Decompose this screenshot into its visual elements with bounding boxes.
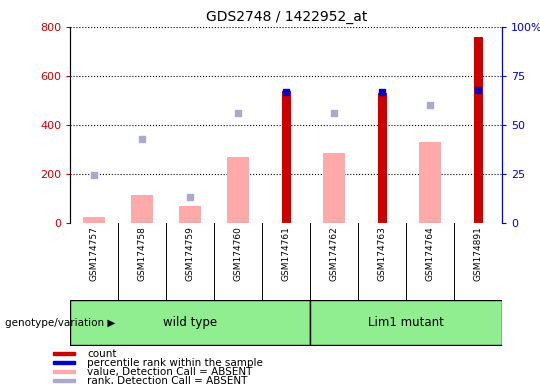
Point	[234, 109, 242, 116]
Text: GSM174757: GSM174757	[90, 227, 99, 281]
Title: GDS2748 / 1422952_at: GDS2748 / 1422952_at	[206, 10, 367, 25]
Text: count: count	[87, 349, 117, 359]
Bar	[131, 195, 153, 223]
Bar	[53, 352, 75, 355]
Text: GSM174761: GSM174761	[282, 227, 291, 281]
Point	[330, 109, 339, 116]
Bar	[53, 361, 75, 364]
Point	[186, 194, 194, 200]
Bar	[179, 205, 201, 223]
Text: genotype/variation ▶: genotype/variation ▶	[5, 318, 116, 328]
Bar	[310, 300, 502, 345]
Bar	[70, 300, 310, 345]
Text: rank, Detection Call = ABSENT: rank, Detection Call = ABSENT	[87, 376, 247, 384]
Bar	[53, 370, 75, 373]
Text: GSM174760: GSM174760	[234, 227, 242, 281]
Point	[474, 86, 483, 93]
Point	[282, 88, 291, 94]
Text: GSM174763: GSM174763	[377, 227, 387, 281]
Text: Lim1 mutant: Lim1 mutant	[368, 316, 444, 329]
Bar	[474, 37, 483, 223]
Point	[426, 102, 435, 108]
Text: GSM174762: GSM174762	[330, 227, 339, 281]
Text: value, Detection Call = ABSENT: value, Detection Call = ABSENT	[87, 367, 252, 377]
Bar	[83, 217, 105, 223]
Bar	[227, 157, 249, 223]
Point	[378, 88, 387, 94]
Point	[90, 172, 98, 178]
Bar	[53, 379, 75, 382]
Text: GSM174764: GSM174764	[426, 227, 435, 281]
Bar	[420, 142, 441, 223]
Bar	[282, 91, 291, 223]
Text: GSM174759: GSM174759	[186, 227, 195, 281]
Bar	[378, 93, 387, 223]
Text: GSM174891: GSM174891	[474, 227, 483, 281]
Text: wild type: wild type	[163, 316, 217, 329]
Text: GSM174758: GSM174758	[138, 227, 147, 281]
Text: percentile rank within the sample: percentile rank within the sample	[87, 358, 263, 367]
Point	[138, 136, 146, 142]
Bar	[323, 153, 345, 223]
